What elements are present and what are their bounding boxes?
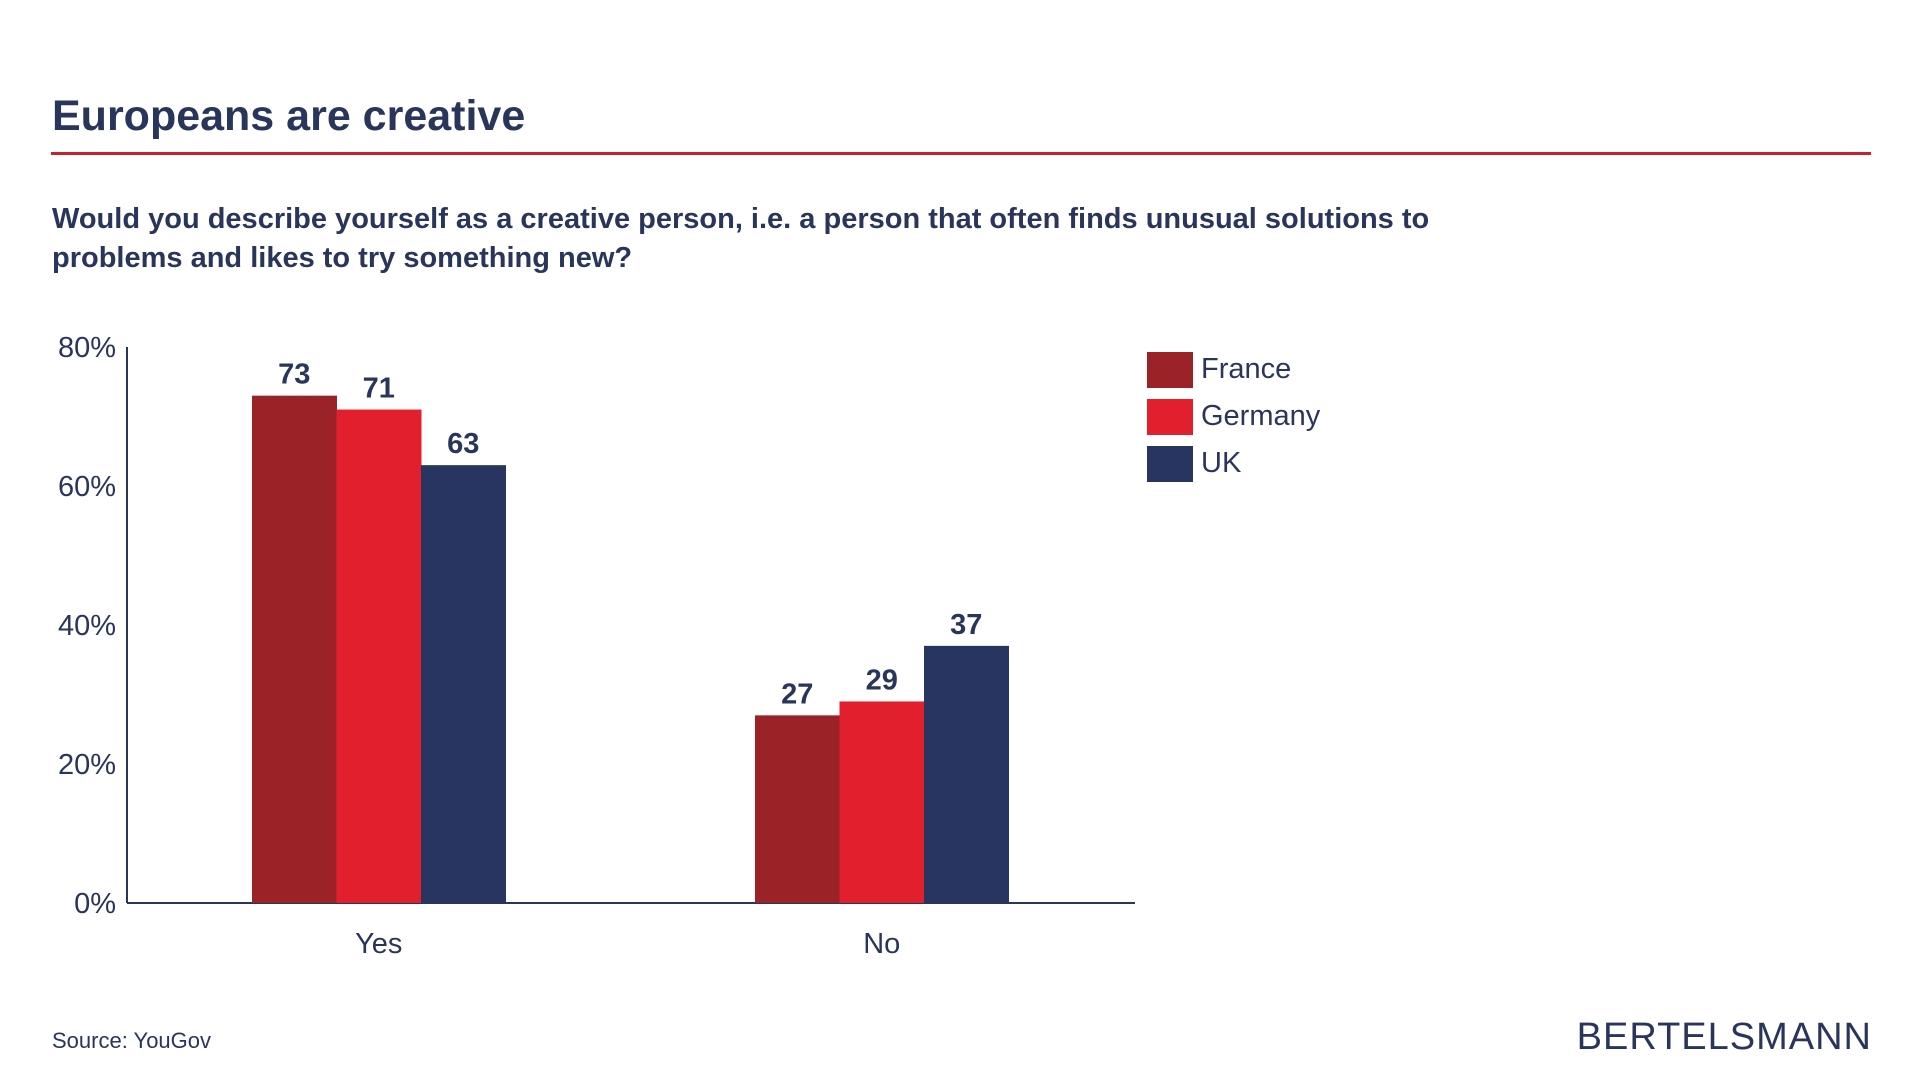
y-tick-label: 20%: [58, 749, 116, 781]
data-label: 37: [950, 609, 982, 641]
bar-germany-yes: [336, 409, 422, 903]
bar-uk-yes: [421, 465, 506, 903]
data-label: 63: [447, 428, 479, 460]
legend-label-germany: Germany: [1201, 400, 1321, 432]
legend-label-france: France: [1201, 353, 1292, 385]
legend-label-uk: UK: [1201, 447, 1242, 479]
legend-item-france: France: [1147, 346, 1320, 393]
y-tick-label: 80%: [58, 332, 116, 364]
bar-germany-no: [839, 701, 925, 903]
data-label: 29: [866, 664, 898, 696]
x-tick-label: No: [863, 928, 900, 960]
data-label: 71: [363, 373, 395, 405]
y-tick-label: 40%: [58, 610, 116, 642]
title-divider: [51, 152, 1871, 155]
legend-swatch-germany: [1147, 398, 1193, 435]
legend-item-germany: Germany: [1147, 393, 1320, 440]
x-tick-label: Yes: [355, 928, 402, 960]
bar-uk-no: [924, 645, 1009, 903]
bertelsmann-logo: BERTELSMANN: [1576, 1016, 1872, 1058]
chart-legend: France Germany UK: [1147, 346, 1320, 487]
legend-item-uk: UK: [1147, 440, 1320, 487]
bar-france-no: [755, 715, 840, 903]
data-label: 27: [781, 678, 813, 710]
chart-subtitle: Would you describe yourself as a creativ…: [52, 203, 1430, 274]
bar-france-yes: [252, 395, 337, 903]
legend-swatch-france: [1147, 351, 1193, 388]
legend-swatch-uk: [1147, 445, 1193, 482]
data-label: 73: [278, 359, 310, 391]
y-tick-label: 0%: [74, 888, 116, 920]
source-note: Source: YouGov: [52, 1028, 212, 1053]
chart-title: Europeans are creative: [52, 92, 526, 140]
y-tick-label: 60%: [58, 471, 116, 503]
